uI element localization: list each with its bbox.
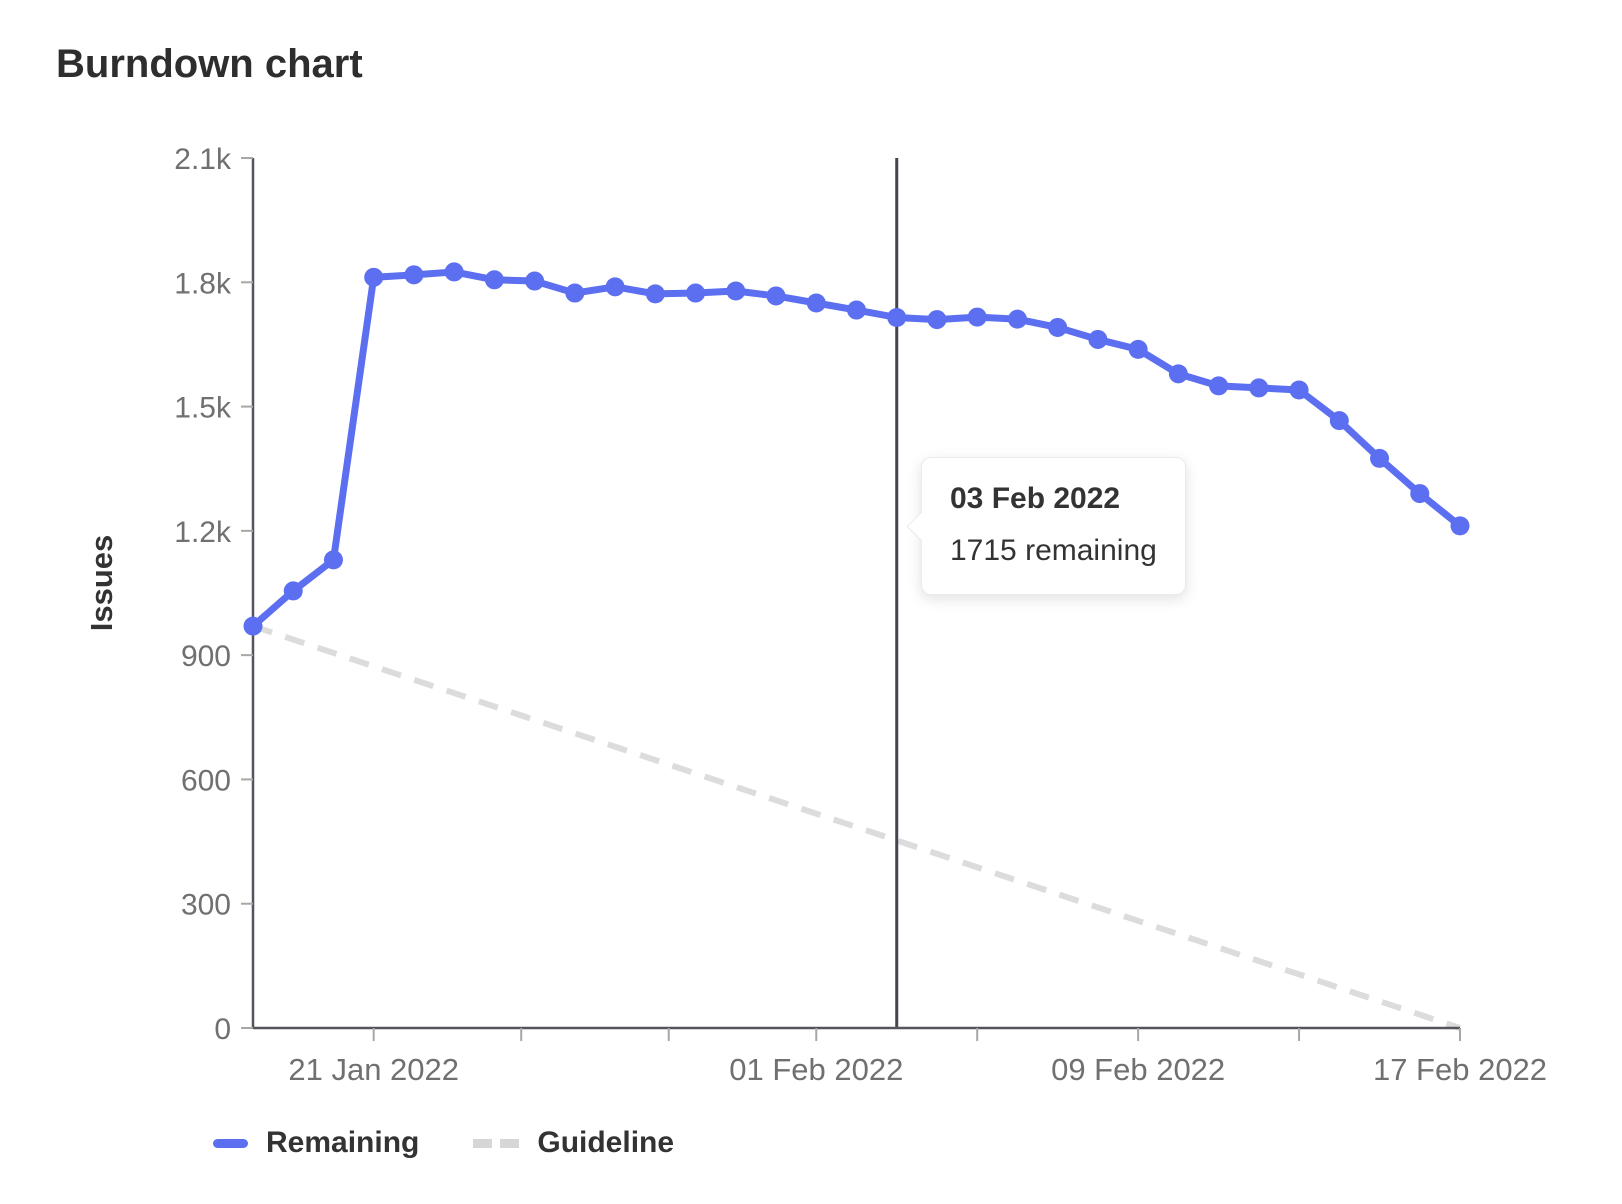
data-point[interactable] (525, 271, 545, 291)
y-tick-label: 2.1k (174, 143, 232, 176)
data-point[interactable] (404, 265, 424, 285)
x-tick-label: 09 Feb 2022 (1051, 1052, 1225, 1087)
tooltip-value: 1715 remaining (950, 534, 1157, 567)
data-point[interactable] (1370, 448, 1390, 468)
data-point[interactable] (1168, 364, 1188, 384)
y-tick-label: 0 (214, 1013, 231, 1046)
data-point[interactable] (1249, 378, 1269, 398)
legend-guideline-label: Guideline (537, 1126, 675, 1159)
data-point[interactable] (1128, 339, 1148, 359)
remaining-line-swatch-icon (213, 1138, 248, 1148)
tooltip-date: 03 Feb 2022 (950, 482, 1121, 515)
data-point[interactable] (847, 300, 866, 320)
page-title: Burndown chart (56, 42, 363, 86)
data-point[interactable] (806, 293, 826, 313)
data-point[interactable] (1329, 411, 1349, 431)
chart-tooltip: 03 Feb 2022 1715 remaining (906, 457, 1186, 595)
remaining-line (249, 268, 1464, 630)
data-point[interactable] (1450, 516, 1470, 536)
y-axis-title: Issues (84, 535, 119, 632)
legend-item-guideline[interactable]: Guideline (473, 1126, 674, 1160)
data-point[interactable] (605, 277, 625, 297)
data-point[interactable] (1048, 317, 1068, 337)
data-point[interactable] (283, 581, 303, 601)
data-point[interactable] (565, 283, 585, 303)
data-point[interactable] (1007, 309, 1027, 329)
data-point[interactable] (686, 283, 706, 303)
data-point[interactable] (1088, 329, 1108, 349)
data-point[interactable] (1410, 484, 1430, 504)
x-tick-label: 17 Feb 2022 (1373, 1052, 1547, 1087)
guideline-line (252, 623, 1461, 1031)
data-point[interactable] (364, 267, 384, 287)
data-point[interactable] (323, 550, 343, 570)
y-tick-label: 1.5k (174, 392, 232, 425)
chart-legend: Remaining Guideline (213, 1126, 674, 1160)
data-point[interactable] (766, 286, 786, 306)
x-tick-label: 21 Jan 2022 (288, 1052, 459, 1087)
data-point[interactable] (927, 310, 947, 330)
data-point[interactable] (484, 270, 504, 290)
data-point[interactable] (1289, 380, 1309, 400)
y-tick-label: 600 (181, 764, 231, 797)
data-point[interactable] (967, 307, 987, 327)
legend-remaining-label: Remaining (266, 1126, 420, 1159)
y-tick-label: 900 (181, 640, 231, 673)
y-tick-label: 1.8k (174, 267, 232, 300)
data-point[interactable] (887, 308, 907, 327)
data-point[interactable] (444, 262, 464, 282)
data-point[interactable] (726, 281, 746, 301)
data-point[interactable] (645, 284, 665, 304)
guideline-dash-swatch-icon (473, 1138, 520, 1148)
y-tick-label: 300 (181, 889, 231, 922)
data-point[interactable] (243, 616, 263, 636)
x-tick-label: 01 Feb 2022 (729, 1052, 903, 1087)
data-point[interactable] (1209, 376, 1229, 396)
y-tick-label: 1.2k (174, 516, 232, 549)
legend-item-remaining[interactable]: Remaining (213, 1126, 419, 1160)
